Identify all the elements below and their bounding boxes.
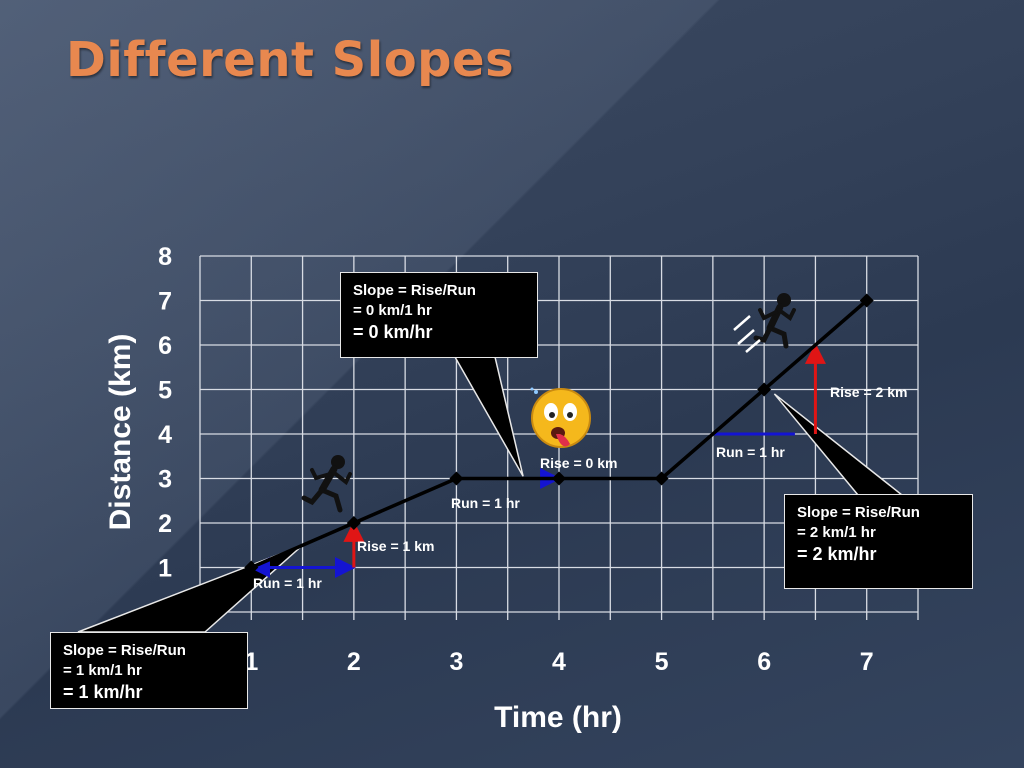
x-tick-label: 4 xyxy=(552,648,566,676)
callout-pointer-2 xyxy=(453,356,524,477)
callout-1-line1: Slope = Rise/Run xyxy=(63,642,186,659)
y-tick-label: 5 xyxy=(158,377,172,405)
x-axis-label: Time (hr) xyxy=(494,701,622,734)
slope-callout-2: Slope = Rise/Run = 0 km/1 hr = 0 km/hr xyxy=(340,272,538,358)
callout-3-line3: = 2 km/hr xyxy=(797,544,877,564)
data-point xyxy=(859,293,874,308)
callout-pointer-3 xyxy=(773,393,905,496)
y-tick-label: 6 xyxy=(158,332,172,360)
data-point xyxy=(552,471,566,486)
data-point xyxy=(346,516,361,530)
callout-2-line1: Slope = Rise/Run xyxy=(353,282,476,299)
data-point xyxy=(244,560,259,575)
callout-2-line3: = 0 km/hr xyxy=(353,322,433,342)
callout-2-line2: = 0 km/1 hr xyxy=(353,302,432,319)
callout-1-line2: = 1 km/1 hr xyxy=(63,662,142,679)
x-tick-label: 7 xyxy=(860,648,874,676)
data-point xyxy=(654,471,669,486)
slope-callout-1: Slope = Rise/Run = 1 km/1 hr = 1 km/hr xyxy=(50,632,248,709)
x-tick-label: 5 xyxy=(655,648,669,676)
y-tick-label: 4 xyxy=(158,421,172,449)
slope-callout-3: Slope = Rise/Run = 2 km/1 hr = 2 km/hr xyxy=(784,494,973,589)
y-tick-label: 3 xyxy=(158,466,172,494)
y-axis-label: Distance (km) xyxy=(104,334,137,531)
x-tick-label: 2 xyxy=(347,648,361,676)
y-tick-label: 1 xyxy=(158,555,172,583)
callout-1-line3: = 1 km/hr xyxy=(63,682,143,702)
run-label-2: Run = 1 hr xyxy=(451,495,520,511)
x-tick-label: 3 xyxy=(449,648,463,676)
y-tick-label: 7 xyxy=(158,288,172,316)
callout-3-line2: = 2 km/1 hr xyxy=(797,524,876,541)
y-tick-label: 8 xyxy=(158,243,172,271)
rise-label-3: Rise = 2 km xyxy=(830,384,907,400)
data-points xyxy=(244,293,874,575)
run-label-3: Run = 1 hr xyxy=(716,444,785,460)
rise-label-2: Rise = 0 km xyxy=(540,455,617,471)
exhausted-face-icon xyxy=(530,387,591,448)
data-point xyxy=(449,471,464,486)
rise-run-markers: Run = 1 hr Rise = 1 km Run = 1 hr Rise = 0 … xyxy=(249,342,907,591)
x-tick-label: 6 xyxy=(757,648,771,676)
rise-label-1: Rise = 1 km xyxy=(357,538,434,554)
running-man-icon xyxy=(301,455,352,513)
sprinting-man-icon xyxy=(733,293,796,353)
data-point xyxy=(757,382,772,397)
callout-3-line1: Slope = Rise/Run xyxy=(797,504,920,521)
run-label-1: Run = 1 hr xyxy=(253,575,322,591)
y-tick-label: 2 xyxy=(158,510,172,538)
slide-title: Different Slopes xyxy=(66,32,515,88)
